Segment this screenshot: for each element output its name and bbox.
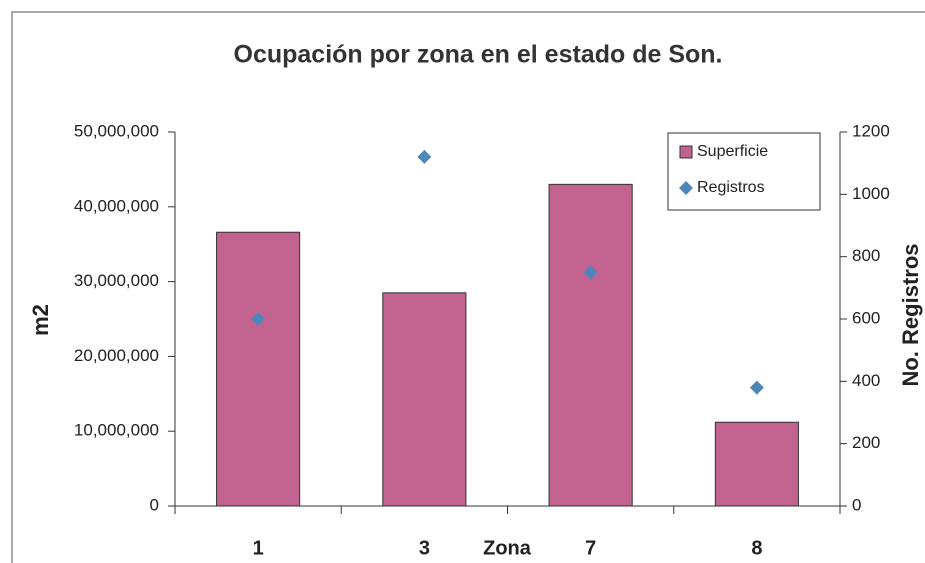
y-tick-label: 20,000,000 — [74, 346, 159, 365]
legend-swatch — [679, 181, 693, 195]
x-tick-label: 3 — [419, 537, 430, 559]
y2-tick-label: 800 — [852, 246, 880, 265]
diamond-marker — [251, 312, 266, 326]
chart-title: Ocupación por zona en el estado de Son. — [234, 41, 723, 69]
x-axis-title: Zona — [483, 537, 532, 559]
bar — [548, 183, 633, 507]
y-tick-label: 10,000,000 — [74, 421, 159, 440]
bar — [382, 292, 467, 507]
y2-tick-label: 200 — [852, 433, 880, 452]
y-tick-label: 30,000,000 — [74, 271, 159, 290]
diamond-marker — [417, 149, 432, 164]
diamond-marker — [749, 380, 764, 395]
bar — [216, 231, 301, 507]
legend-swatch — [679, 145, 693, 159]
y2-tick-label: 1000 — [852, 184, 890, 203]
y-axis-title: m2 — [28, 304, 53, 336]
x-tick-label: 8 — [751, 537, 762, 559]
y-tick-label: 40,000,000 — [74, 196, 159, 215]
y-tick-label: 0 — [150, 495, 159, 514]
y2-axis-title: No. Registros — [898, 243, 923, 386]
y2-tick-label: 0 — [852, 495, 861, 514]
y2-tick-label: 600 — [852, 308, 880, 327]
legend-box — [667, 132, 821, 211]
bar — [714, 421, 799, 507]
y2-tick-label: 400 — [852, 371, 880, 390]
x-tick-label: 7 — [585, 537, 596, 559]
y-tick-label: 50,000,000 — [74, 121, 159, 140]
x-tick-label: 1 — [253, 537, 264, 559]
legend-label: Registros — [697, 179, 765, 196]
legend-label: Superficie — [697, 143, 768, 160]
y2-tick-label: 1200 — [852, 121, 890, 140]
diamond-marker — [583, 265, 598, 280]
